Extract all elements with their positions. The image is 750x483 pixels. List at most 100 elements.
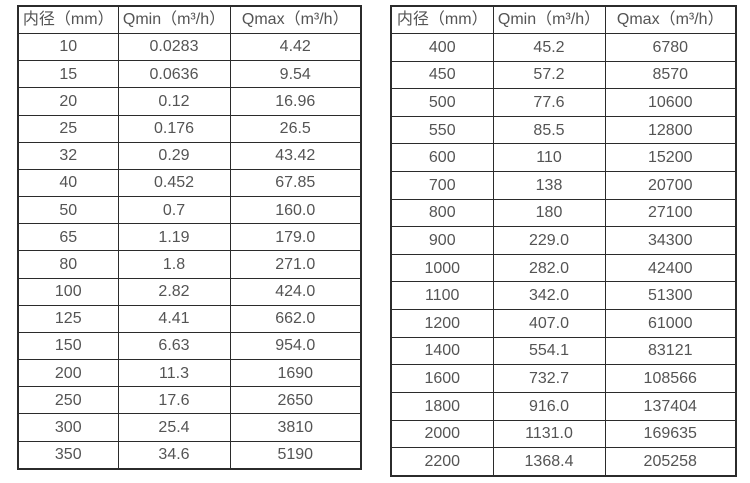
table-cell: 34.6 xyxy=(117,440,231,470)
table-cell: 83121 xyxy=(604,336,737,366)
table-cell: 0.0636 xyxy=(117,60,231,89)
table-cell: 700 xyxy=(390,171,494,200)
table-row: 150 6.63 954.0 xyxy=(17,331,362,361)
header-inner-diameter: 内径（mm） xyxy=(390,5,494,34)
header-inner-diameter: 内径（mm） xyxy=(17,5,119,34)
table-cell: 2650 xyxy=(229,386,362,415)
table-cell: 160.0 xyxy=(229,196,362,225)
table-cell: 342.0 xyxy=(492,281,606,311)
table-cell: 954.0 xyxy=(229,331,362,361)
table-cell: 40 xyxy=(17,168,119,198)
table-cell: 350 xyxy=(17,440,119,470)
table-cell: 0.29 xyxy=(117,141,231,170)
table-cell: 0.0283 xyxy=(117,32,231,62)
table-cell: 32 xyxy=(17,141,119,170)
table-cell: 25.4 xyxy=(117,413,231,442)
table-cell: 1800 xyxy=(390,391,494,421)
table-cell: 25 xyxy=(17,114,119,143)
table-cell: 300 xyxy=(17,413,119,442)
table-cell: 125 xyxy=(17,304,119,333)
table-cell: 180 xyxy=(492,198,606,228)
table-cell: 800 xyxy=(390,198,494,228)
header-qmin: Qmin（m³/h） xyxy=(492,5,606,34)
table-cell: 916.0 xyxy=(492,391,606,421)
table-row: 300 25.4 3810 xyxy=(17,413,362,442)
table-cell: 2200 xyxy=(390,447,494,477)
table-row: 1000 282.0 42400 xyxy=(390,253,737,283)
table-cell: 282.0 xyxy=(492,253,606,283)
table-cell: 0.176 xyxy=(117,114,231,143)
table-cell: 108566 xyxy=(604,364,737,393)
table-cell: 179.0 xyxy=(229,223,362,252)
table-cell: 77.6 xyxy=(492,88,606,117)
table-cell: 110 xyxy=(492,143,606,173)
table-row: 900 229.0 34300 xyxy=(390,226,737,255)
table-cell: 10600 xyxy=(604,88,737,117)
table-cell: 0.7 xyxy=(117,196,231,225)
table-cell: 16.96 xyxy=(229,87,362,116)
table-cell: 550 xyxy=(390,115,494,145)
header-row: 内径（mm） Qmin（m³/h） Qmax（m³/h） xyxy=(17,5,362,34)
table-row: 65 1.19 179.0 xyxy=(17,223,362,252)
table-row: 15 0.0636 9.54 xyxy=(17,60,362,89)
table-cell: 12800 xyxy=(604,115,737,145)
table-cell: 4.41 xyxy=(117,304,231,333)
table-cell: 50 xyxy=(17,196,119,225)
table-cell: 732.7 xyxy=(492,364,606,393)
table-cell: 15 xyxy=(17,60,119,89)
table-row: 700 138 20700 xyxy=(390,171,737,200)
table-row: 50 0.7 160.0 xyxy=(17,196,362,225)
table-cell: 1131.0 xyxy=(492,419,606,449)
table-cell: 1400 xyxy=(390,336,494,366)
table-row: 10 0.0283 4.42 xyxy=(17,32,362,62)
flow-rate-table-left: 内径（mm） Qmin（m³/h） Qmax（m³/h） 10 0.0283 4.4… xyxy=(17,5,362,470)
table-cell: 1000 xyxy=(390,253,494,283)
header-qmin: Qmin（m³/h） xyxy=(117,5,231,34)
table-row: 1200 407.0 61000 xyxy=(390,309,737,338)
table-cell: 600 xyxy=(390,143,494,173)
table-cell: 10 xyxy=(17,32,119,62)
table-row: 1800 916.0 137404 xyxy=(390,391,737,421)
table-cell: 9.54 xyxy=(229,60,362,89)
table-cell: 1600 xyxy=(390,364,494,393)
table-cell: 65 xyxy=(17,223,119,252)
table-cell: 138 xyxy=(492,171,606,200)
table-cell: 400 xyxy=(390,33,494,62)
table-cell: 205258 xyxy=(604,447,737,477)
table-cell: 15200 xyxy=(604,143,737,173)
table-cell: 662.0 xyxy=(229,304,362,333)
table-cell: 20700 xyxy=(604,171,737,200)
table-row: 25 0.176 26.5 xyxy=(17,114,362,143)
table-cell: 2000 xyxy=(390,419,494,449)
table-row: 200 11.3 1690 xyxy=(17,359,362,388)
table-cell: 407.0 xyxy=(492,309,606,338)
table-cell: 271.0 xyxy=(229,250,362,279)
table-cell: 85.5 xyxy=(492,115,606,145)
table-row: 125 4.41 662.0 xyxy=(17,304,362,333)
table-row: 1600 732.7 108566 xyxy=(390,364,737,393)
table-row: 32 0.29 43.42 xyxy=(17,141,362,170)
table-cell: 42400 xyxy=(604,253,737,283)
table-cell: 100 xyxy=(17,277,119,306)
table-cell: 67.85 xyxy=(229,168,362,198)
table-row: 80 1.8 271.0 xyxy=(17,250,362,279)
table-row: 2200 1368.4 205258 xyxy=(390,447,737,477)
table-cell: 26.5 xyxy=(229,114,362,143)
table-cell: 1200 xyxy=(390,309,494,338)
table-cell: 554.1 xyxy=(492,336,606,366)
table-body-right: 400 45.2 6780 450 57.2 8570 500 77.6 10600 550 85.… xyxy=(390,33,737,477)
header-row: 内径（mm） Qmin（m³/h） Qmax（m³/h） xyxy=(390,5,737,34)
table-cell: 11.3 xyxy=(117,359,231,388)
table-cell: 4.42 xyxy=(229,32,362,62)
table-cell: 1368.4 xyxy=(492,447,606,477)
table-row: 450 57.2 8570 xyxy=(390,60,737,90)
table-cell: 34300 xyxy=(604,226,737,255)
table-row: 40 0.452 67.85 xyxy=(17,168,362,198)
table-cell: 80 xyxy=(17,250,119,279)
table-cell: 137404 xyxy=(604,391,737,421)
table-cell: 2.82 xyxy=(117,277,231,306)
table-cell: 51300 xyxy=(604,281,737,311)
table-body-left: 10 0.0283 4.42 15 0.0636 9.54 20 0.12 16.96 25 0.1… xyxy=(17,32,362,470)
table-row: 250 17.6 2650 xyxy=(17,386,362,415)
